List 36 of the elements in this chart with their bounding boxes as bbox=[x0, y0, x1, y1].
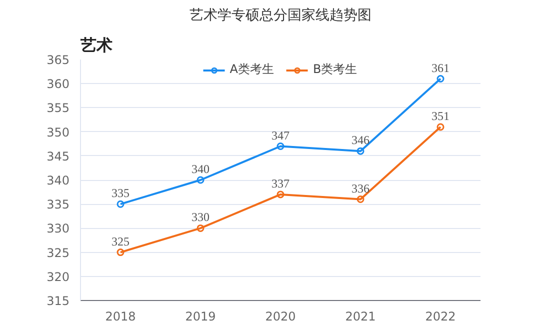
data-label: 347 bbox=[272, 128, 290, 142]
y-tick-label: 365 bbox=[46, 53, 70, 67]
data-label: 325 bbox=[112, 234, 130, 248]
y-tick-label: 335 bbox=[46, 198, 70, 212]
legend-label: A类考生 bbox=[230, 61, 274, 78]
y-tick-label: 330 bbox=[46, 222, 70, 236]
legend-label: B类考生 bbox=[312, 61, 358, 78]
text: 艺术 bbox=[80, 36, 112, 54]
point bbox=[276, 190, 284, 198]
point bbox=[356, 147, 364, 155]
point bbox=[196, 176, 204, 184]
point bbox=[356, 196, 364, 204]
data-label: 361 bbox=[432, 60, 450, 75]
data-label: 337 bbox=[272, 176, 290, 190]
y-tick-label: 345 bbox=[46, 149, 70, 164]
data-label: 336 bbox=[352, 181, 370, 196]
x-tick-label: 2021 bbox=[345, 310, 376, 324]
x-tick-label: 2022 bbox=[425, 310, 456, 324]
y-tick-label: 350 bbox=[46, 125, 70, 140]
data-label: 340 bbox=[192, 162, 210, 176]
point bbox=[196, 224, 204, 232]
chart-title: 艺术学专硕总分国家线趋势图 bbox=[190, 8, 372, 24]
x-tick-label: 2018 bbox=[105, 310, 136, 324]
data-label: 346 bbox=[352, 133, 370, 148]
y-tick-label: 315 bbox=[46, 294, 70, 308]
data-label: 330 bbox=[192, 210, 210, 224]
data-label: 351 bbox=[432, 108, 450, 123]
point bbox=[276, 142, 284, 150]
y-tick-label: 340 bbox=[46, 174, 70, 188]
x-tick-label: 2020 bbox=[265, 310, 296, 324]
data-label: 335 bbox=[112, 186, 130, 200]
y-tick-label: 355 bbox=[46, 101, 70, 116]
x-tick-label: 2019 bbox=[185, 310, 216, 324]
y-tick-label: 360 bbox=[46, 77, 70, 92]
y-tick-label: 320 bbox=[46, 270, 70, 284]
y-tick-label: 325 bbox=[46, 246, 70, 260]
